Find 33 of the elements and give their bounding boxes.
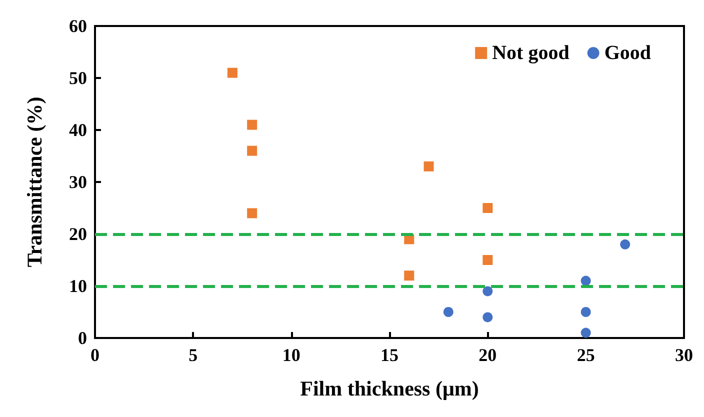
point xyxy=(620,239,630,250)
legend-label: Good xyxy=(604,42,652,64)
legend-label: Not good xyxy=(492,42,570,64)
x-tick-label: 25 xyxy=(576,345,595,365)
point xyxy=(247,120,258,130)
point xyxy=(443,307,454,317)
x-tick-label: 15 xyxy=(380,345,398,365)
y-tick-label: 10 xyxy=(69,276,87,296)
x-tick-label: 10 xyxy=(282,345,300,365)
y-tick-label: 50 xyxy=(69,68,87,88)
y-tick-label: 40 xyxy=(69,120,87,140)
point xyxy=(247,146,258,156)
x-tick-label: 20 xyxy=(478,345,497,365)
y-tick-label: 60 xyxy=(69,16,87,36)
y-axis-title: Transmittance (%) xyxy=(22,96,46,268)
point xyxy=(580,307,591,317)
y-tick-label: 0 xyxy=(78,328,87,348)
point xyxy=(580,328,591,338)
point xyxy=(404,270,414,281)
point xyxy=(482,255,493,265)
x-tick-label: 0 xyxy=(90,345,100,365)
x-tick-label: 30 xyxy=(675,345,693,365)
point xyxy=(227,68,238,78)
y-tick-label: 20 xyxy=(69,224,87,244)
x-axis-title: Film thickness (μm) xyxy=(300,376,479,400)
point xyxy=(580,276,591,286)
y-tick-label: 30 xyxy=(69,172,87,192)
point xyxy=(482,312,493,322)
point xyxy=(247,208,258,218)
x-tick-label: 5 xyxy=(188,345,198,365)
point xyxy=(482,286,493,296)
point xyxy=(424,161,434,172)
point xyxy=(482,203,493,213)
